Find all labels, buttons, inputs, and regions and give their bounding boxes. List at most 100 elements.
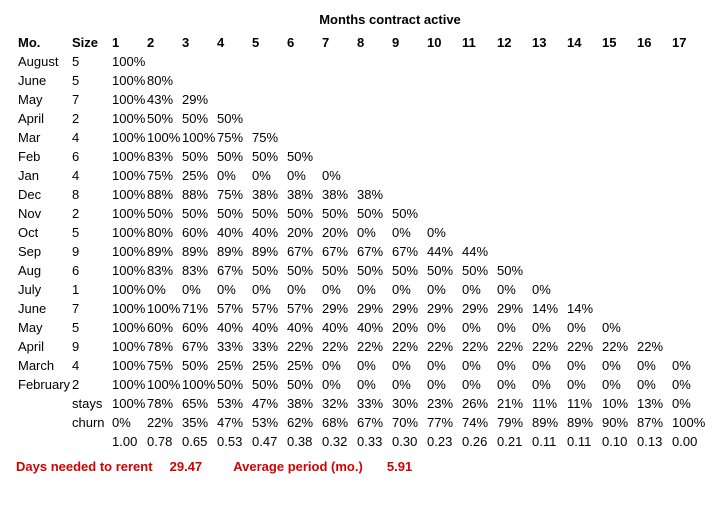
cell-pct xyxy=(390,147,425,166)
header-month: 13 xyxy=(530,33,565,52)
cell-pct: 50% xyxy=(425,261,460,280)
cell-pct: 50% xyxy=(180,147,215,166)
cell-mo: Mar xyxy=(16,128,70,147)
cell-pct xyxy=(495,147,530,166)
cell-pct xyxy=(670,147,705,166)
cell-pct: 25% xyxy=(285,356,320,375)
cell-pct xyxy=(460,185,495,204)
cell-pct: 29% xyxy=(390,299,425,318)
cell-pct: 50% xyxy=(215,204,250,223)
cell-pct: 50% xyxy=(390,261,425,280)
cell-mo: June xyxy=(16,71,70,90)
cell-pct xyxy=(495,52,530,71)
cell-pct: 22% xyxy=(530,337,565,356)
table-row: Aug6100%83%83%67%50%50%50%50%50%50%50%50… xyxy=(16,261,705,280)
cell-pct xyxy=(530,71,565,90)
cell-pct: 67% xyxy=(180,337,215,356)
header-month: 17 xyxy=(670,33,705,52)
cell-pct: 50% xyxy=(285,147,320,166)
cell-pct: 0.38 xyxy=(285,432,320,451)
cell-pct xyxy=(460,52,495,71)
cell-pct: 38% xyxy=(355,185,390,204)
table-row: Nov2100%50%50%50%50%50%50%50%50% xyxy=(16,204,705,223)
header-month: 15 xyxy=(600,33,635,52)
cell-pct xyxy=(600,280,635,299)
table-row: Jan4100%75%25%0%0%0%0% xyxy=(16,166,705,185)
cell-pct xyxy=(285,71,320,90)
cell-pct: 0% xyxy=(215,280,250,299)
cell-mo: Aug xyxy=(16,261,70,280)
header-month: 7 xyxy=(320,33,355,52)
cell-pct: 29% xyxy=(180,90,215,109)
cell-pct: 0.78 xyxy=(145,432,180,451)
cell-pct: 75% xyxy=(250,128,285,147)
cell-pct: 0% xyxy=(460,318,495,337)
cell-pct: 29% xyxy=(425,299,460,318)
footer-summary: Days needed to rerent 29.47 Average peri… xyxy=(16,459,704,474)
cell-pct xyxy=(495,166,530,185)
cell-pct: 38% xyxy=(320,185,355,204)
cell-pct: 62% xyxy=(285,413,320,432)
cell-pct: 100% xyxy=(110,375,145,394)
cell-pct xyxy=(460,71,495,90)
cell-pct: 44% xyxy=(425,242,460,261)
cell-pct xyxy=(635,71,670,90)
cell-pct xyxy=(670,280,705,299)
days-value: 29.47 xyxy=(170,459,230,474)
cell-pct: 100% xyxy=(110,128,145,147)
cell-pct: 50% xyxy=(215,375,250,394)
cell-pct: 0% xyxy=(600,375,635,394)
cell-pct: 40% xyxy=(285,318,320,337)
cell-pct xyxy=(670,204,705,223)
cell-pct: 75% xyxy=(145,166,180,185)
cell-pct xyxy=(390,90,425,109)
cell-pct xyxy=(670,52,705,71)
cell-pct xyxy=(390,109,425,128)
cell-pct: 0% xyxy=(425,356,460,375)
cell-pct: 0% xyxy=(250,280,285,299)
cell-pct: 50% xyxy=(320,204,355,223)
cell-pct: 13% xyxy=(635,394,670,413)
header-month: 1 xyxy=(110,33,145,52)
cell-pct: 0% xyxy=(285,280,320,299)
cell-pct xyxy=(635,147,670,166)
cell-pct: 43% xyxy=(145,90,180,109)
summary-row-ratio: 1.000.780.650.530.470.380.320.330.300.23… xyxy=(16,432,705,451)
cell-pct xyxy=(565,128,600,147)
cell-mo: Sep xyxy=(16,242,70,261)
cell-pct: 0% xyxy=(495,318,530,337)
cell-pct: 29% xyxy=(460,299,495,318)
cell-pct: 22% xyxy=(285,337,320,356)
table-row: July1100%0%0%0%0%0%0%0%0%0%0%0%0% xyxy=(16,280,705,299)
cell-pct: 0% xyxy=(530,318,565,337)
cell-pct: 83% xyxy=(145,261,180,280)
cell-pct xyxy=(425,147,460,166)
cell-pct: 22% xyxy=(320,337,355,356)
table-row: August5100% xyxy=(16,52,705,71)
cell-size: 9 xyxy=(70,242,110,261)
days-label: Days needed to rerent xyxy=(16,459,166,474)
cell-pct: 100% xyxy=(670,413,705,432)
cell-pct: 0% xyxy=(355,223,390,242)
cell-pct xyxy=(355,166,390,185)
cell-pct: 50% xyxy=(215,109,250,128)
header-month: 11 xyxy=(460,33,495,52)
cell-pct: 0% xyxy=(530,280,565,299)
cell-pct: 32% xyxy=(320,394,355,413)
cell-pct xyxy=(460,90,495,109)
cell-pct: 40% xyxy=(320,318,355,337)
cell-pct: 0% xyxy=(565,375,600,394)
cell-size: 4 xyxy=(70,166,110,185)
cell-pct xyxy=(530,90,565,109)
cell-pct xyxy=(495,223,530,242)
cell-mo: June xyxy=(16,299,70,318)
cell-pct: 0% xyxy=(565,356,600,375)
cell-mo xyxy=(16,432,70,451)
cell-pct: 14% xyxy=(565,299,600,318)
cell-pct: 100% xyxy=(110,52,145,71)
cell-pct: 67% xyxy=(320,242,355,261)
table-row: April2100%50%50%50% xyxy=(16,109,705,128)
cell-pct xyxy=(285,52,320,71)
cell-pct: 47% xyxy=(250,394,285,413)
cell-pct: 38% xyxy=(250,185,285,204)
